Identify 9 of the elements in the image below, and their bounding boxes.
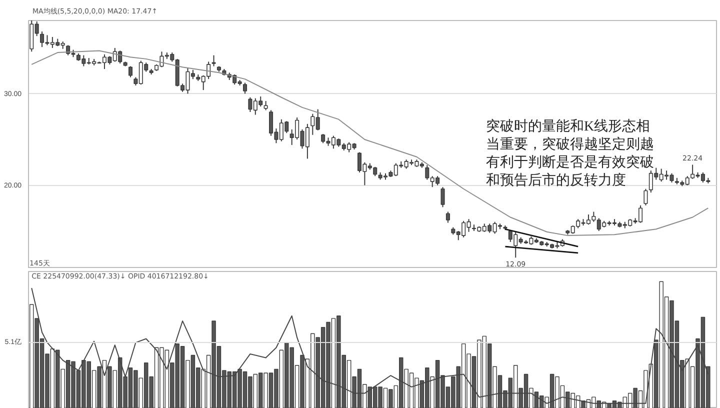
candlestick <box>264 100 268 111</box>
line-series <box>31 50 709 236</box>
annotation: 突破时的量能和K线形态相当重要，突破得越坚定则越有利于判断是否是有效突破和预告后市的反转力度 <box>486 118 654 188</box>
candlestick <box>446 211 450 224</box>
candlestick <box>212 54 216 67</box>
candlestick <box>128 66 133 78</box>
candlestick <box>242 82 248 94</box>
candlestick <box>440 186 445 208</box>
candlestick <box>644 188 648 206</box>
